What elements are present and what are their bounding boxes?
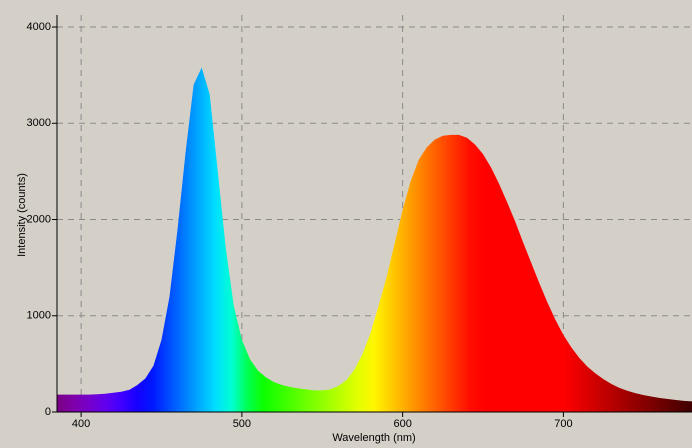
y-axis-label: Intensity (counts) [16,173,28,257]
spectrum-area [57,67,692,412]
x-tick-label: 400 [72,418,90,430]
x-tick-label: 600 [393,418,411,430]
y-tick-label: 1000 [27,310,51,322]
y-tick-label: 3000 [27,117,51,129]
y-tick-label: 0 [45,406,51,418]
x-axis-label: Wavelength (nm) [332,432,415,444]
x-tick-label: 500 [233,418,251,430]
y-tick-label: 2000 [27,213,51,225]
x-tick-label: 700 [554,418,572,430]
y-tick-label: 4000 [27,21,51,33]
